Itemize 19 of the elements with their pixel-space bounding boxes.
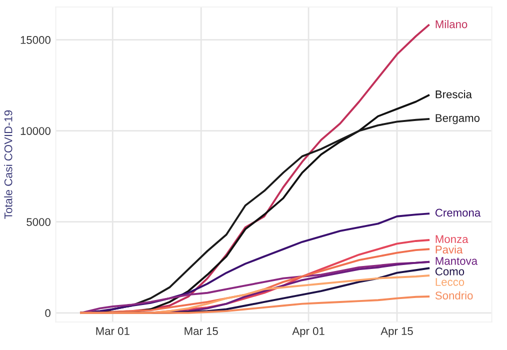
series-label: Monza bbox=[436, 235, 468, 244]
series-label: Brescia bbox=[436, 90, 472, 98]
series-label: Cremona bbox=[435, 208, 481, 217]
series-label: Lecco bbox=[436, 278, 464, 286]
series-label: Milano bbox=[436, 20, 468, 28]
y-tick-label: 10000 bbox=[20, 127, 50, 135]
x-tick-label: Mar 01 bbox=[96, 327, 130, 336]
y-axis-title: Totale Casi COVID-19 bbox=[4, 110, 12, 219]
x-tick-label: Apr 01 bbox=[292, 327, 324, 338]
series-label: Bergamo bbox=[436, 114, 480, 124]
series-label: Sondrio bbox=[435, 291, 473, 300]
y-tick-label: 15000 bbox=[20, 36, 50, 44]
x-tick-label: Mar 15 bbox=[184, 327, 218, 336]
series-label: Pavia bbox=[436, 245, 463, 254]
y-tick-label: 5000 bbox=[26, 218, 50, 226]
series-label: Como bbox=[435, 268, 464, 276]
y-tick-label: 0 bbox=[45, 309, 50, 318]
series-label: Mantova bbox=[436, 257, 478, 265]
x-tick-label: Apr 15 bbox=[380, 327, 413, 338]
